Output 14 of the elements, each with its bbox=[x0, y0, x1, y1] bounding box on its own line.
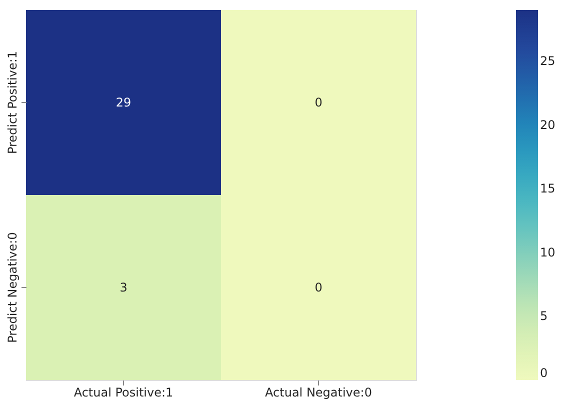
data-label: 0 bbox=[314, 280, 322, 294]
color-bar-label: 25 bbox=[540, 54, 556, 68]
y-tick-label: Predict Positive:1 bbox=[6, 50, 20, 154]
color-bar-label: 10 bbox=[540, 245, 556, 260]
color-bar-label: 15 bbox=[540, 182, 556, 196]
data-label: 0 bbox=[314, 96, 322, 110]
color-bar-label: 0 bbox=[540, 366, 548, 380]
color-bar-label: 20 bbox=[540, 118, 556, 132]
y-tick-label: Predict Negative:0 bbox=[6, 232, 20, 343]
x-tick-label: Actual Positive:1 bbox=[74, 386, 174, 400]
color-bar-label: 5 bbox=[540, 309, 548, 324]
x-tick-label: Actual Negative:0 bbox=[265, 386, 372, 400]
data-label: 29 bbox=[116, 96, 132, 110]
data-label: 3 bbox=[120, 280, 128, 294]
